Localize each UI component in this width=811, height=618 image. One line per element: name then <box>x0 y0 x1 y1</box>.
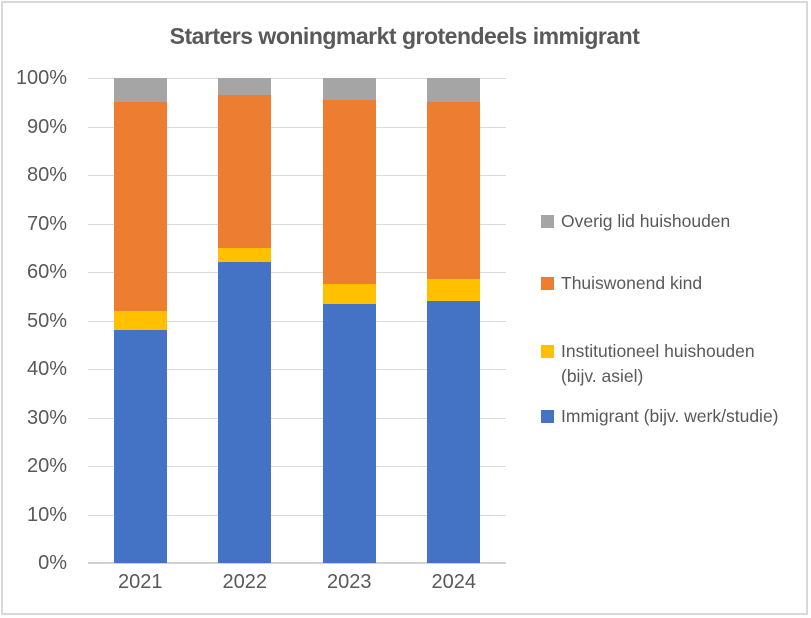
bar-segment-overig-2023 <box>322 78 376 100</box>
bar-segment-immigrant-2022 <box>218 262 272 563</box>
legend-swatch-immigrant <box>541 410 554 423</box>
y-axis-tick-label: 70% <box>26 212 67 235</box>
bar-segment-immigrant-2024 <box>427 301 481 563</box>
legend-item-thuiswonend: Thuiswonend kind <box>541 271 702 296</box>
x-axis-category-label: 2022 <box>222 571 268 593</box>
x-axis-category-label: 2023 <box>327 571 372 593</box>
y-axis-tick-label: 20% <box>26 455 67 477</box>
bars-layer <box>88 78 506 563</box>
x-axis: 2021 2022 2023 2024 <box>88 571 506 594</box>
y-axis-tick-label: 60% <box>26 261 67 283</box>
legend-swatch-overig <box>541 215 554 228</box>
plot-area <box>88 78 506 564</box>
bar-segment-thuiswonend-2024 <box>427 102 481 280</box>
y-axis: 100% 90% 80% 70% 60% 50% 40% 30% 20% 10% 0% <box>3 67 67 574</box>
gridline <box>88 78 506 79</box>
gridline <box>88 320 506 322</box>
bar-segment-overig-2024 <box>427 78 481 103</box>
bar-slot-2023 <box>297 78 402 563</box>
bar-segment-thuiswonend-2022 <box>218 95 272 248</box>
x-axis-line <box>88 562 506 564</box>
legend-swatch-thuiswonend <box>541 277 554 290</box>
bar-2021 <box>113 78 167 563</box>
bar-2022 <box>218 78 272 563</box>
legend-label: Immigrant (bijv. werk/studie) <box>561 406 779 426</box>
bar-segment-institutioneel-2021 <box>113 310 167 331</box>
gridline <box>88 223 506 225</box>
bar-segment-overig-2021 <box>113 78 167 103</box>
legend-item-overig: Overig lid huishouden <box>541 209 730 234</box>
bar-slot-2021 <box>88 78 193 563</box>
bar-segment-thuiswonend-2021 <box>113 102 167 311</box>
legend-swatch-institutioneel <box>541 345 554 358</box>
gridline <box>88 369 506 370</box>
x-axis-category-label: 2021 <box>118 571 163 593</box>
legend-label: Overig lid huishouden <box>561 211 731 231</box>
y-axis-tick-label: 30% <box>26 406 67 429</box>
gridline <box>88 466 506 467</box>
legend-label: Thuiswonend kind <box>561 273 703 293</box>
y-axis-tick-label: 100% <box>15 67 67 89</box>
bar-segment-institutioneel-2022 <box>218 247 272 263</box>
y-axis-tick-label: 40% <box>26 358 67 380</box>
gridline <box>88 126 506 128</box>
x-axis-category-label: 2024 <box>431 571 477 593</box>
legend-item-immigrant: Immigrant (bijv. werk/studie) <box>541 404 779 429</box>
bar-segment-thuiswonend-2023 <box>322 99 376 285</box>
bar-segment-overig-2022 <box>218 78 272 95</box>
legend-label: Institutioneel huishouden (bijv. asiel) <box>561 341 755 386</box>
legend: Overig lid huishouden Thuiswonend kind Ins… <box>541 3 805 613</box>
bar-2023 <box>322 78 376 563</box>
y-axis-tick-label: 80% <box>26 164 67 186</box>
y-axis-tick-label: 10% <box>26 503 67 526</box>
bar-2024 <box>427 78 481 563</box>
gridline <box>88 272 506 273</box>
legend-item-institutioneel: Institutioneel huishouden (bijv. asiel) <box>541 339 779 389</box>
y-axis-tick-label: 50% <box>26 309 67 332</box>
gridlines <box>88 78 506 564</box>
y-axis-tick-label: 0% <box>38 552 67 574</box>
bar-segment-institutioneel-2024 <box>427 279 481 302</box>
bar-slot-2024 <box>402 78 507 563</box>
bar-segment-institutioneel-2023 <box>322 284 376 304</box>
y-axis-tick-label: 90% <box>26 115 67 138</box>
gridline <box>88 175 506 176</box>
chart-title: Starters woningmarkt grotendeels immigra… <box>169 23 640 49</box>
gridline <box>88 417 506 419</box>
bar-segment-immigrant-2023 <box>322 303 376 563</box>
gridline <box>88 514 506 516</box>
bar-slot-2022 <box>193 78 298 563</box>
bar-segment-immigrant-2021 <box>113 330 167 563</box>
